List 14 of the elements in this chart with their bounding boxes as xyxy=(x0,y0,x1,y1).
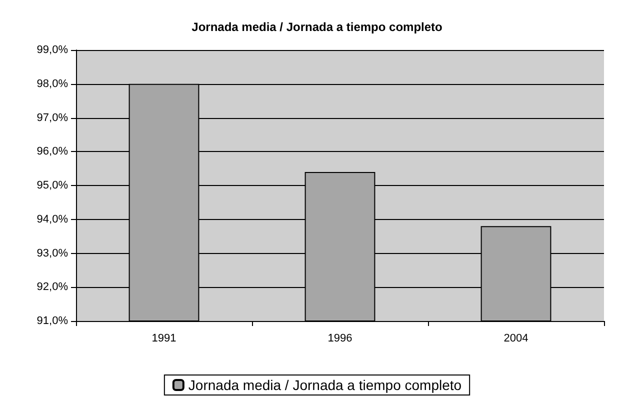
legend-label: Jornada media / Jornada a tiempo completo xyxy=(188,377,462,393)
y-tick-label: 92,0% xyxy=(36,281,68,294)
x-tick-label: 1996 xyxy=(328,332,352,344)
chart-title: Jornada media / Jornada a tiempo completo xyxy=(192,20,442,34)
y-tick-label: 99,0% xyxy=(36,44,68,56)
x-tick-label: 2004 xyxy=(504,332,528,344)
y-tick-label: 97,0% xyxy=(36,112,68,124)
x-tick-label: 1991 xyxy=(152,332,176,344)
y-tick-label: 96,0% xyxy=(36,146,68,158)
y-tick-label: 94,0% xyxy=(36,213,68,226)
y-tick-label: 91,0% xyxy=(36,315,68,327)
y-tick-label: 95,0% xyxy=(36,180,68,192)
y-tick-label: 93,0% xyxy=(36,247,68,260)
y-tick-label: 98,0% xyxy=(36,78,68,90)
